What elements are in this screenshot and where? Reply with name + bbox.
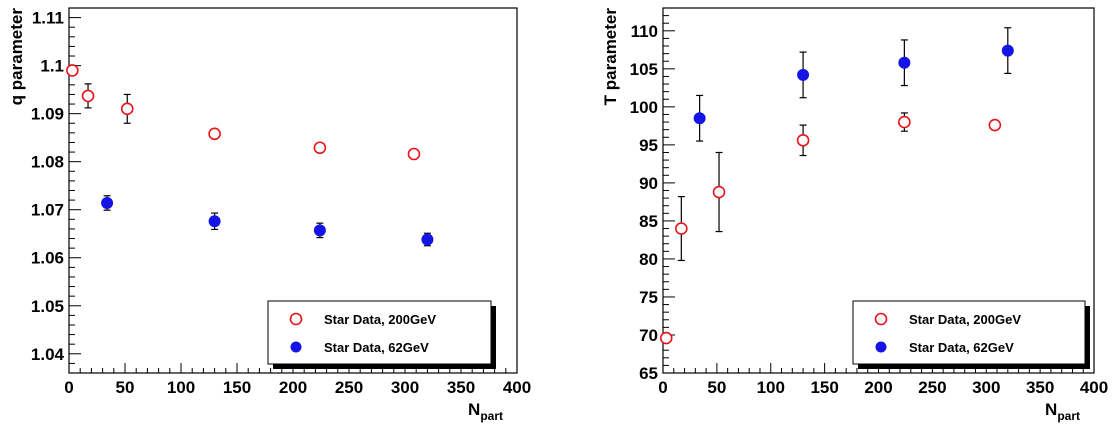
x-tick-label: 150 <box>810 378 838 397</box>
legend-marker <box>875 341 887 353</box>
x-tick-label: 150 <box>223 378 251 397</box>
data-point <box>675 222 688 235</box>
y-axis-label: q parameter <box>7 8 26 106</box>
y-tick-label: 1.05 <box>31 297 64 316</box>
x-tick-label: 300 <box>391 378 419 397</box>
y-tick-label: 70 <box>639 326 658 345</box>
series-1 <box>66 64 421 161</box>
x-tick-label: 350 <box>447 378 475 397</box>
y-tick-label: 80 <box>639 250 658 269</box>
y-tick-label: 75 <box>639 288 658 307</box>
y-tick-label: 1.07 <box>31 201 64 220</box>
x-tick-label: 50 <box>707 378 726 397</box>
series-2 <box>693 27 1014 142</box>
x-tick-label: 300 <box>972 378 1000 397</box>
y-tick-label: 1.08 <box>31 153 64 172</box>
series-2 <box>101 195 434 247</box>
y-tick-label: 65 <box>639 364 658 383</box>
y-tick-label: 1.1 <box>40 57 64 76</box>
y-tick-label: 105 <box>630 60 658 79</box>
data-point <box>407 147 421 161</box>
x-tick-label: 200 <box>279 378 307 397</box>
x-tick-label: 50 <box>116 378 135 397</box>
legend-box <box>852 300 1086 365</box>
legend-marker <box>290 341 302 353</box>
x-axis-label: Npart <box>1045 400 1080 423</box>
y-tick-label: 1.11 <box>32 9 64 28</box>
legend-label: Star Data, 62GeV <box>324 340 429 355</box>
data-point <box>797 68 810 81</box>
data-point <box>81 89 95 103</box>
y-tick-label: 100 <box>630 98 658 117</box>
data-point <box>313 224 326 237</box>
legend-marker <box>289 312 303 326</box>
legend: Star Data, 200GeV Star Data, 62GeV <box>852 300 1090 369</box>
data-point <box>421 233 434 246</box>
x-tick-label: 200 <box>864 378 892 397</box>
chart-panel-2: 0 50 100 150 200 250 300 350 400 65 70 75 80 85 90 95 10… <box>601 7 1108 423</box>
data-point <box>313 141 327 155</box>
legend-label: Star Data, 200GeV <box>324 312 436 327</box>
y-tick-label: 1.09 <box>31 105 64 124</box>
legend-box <box>267 300 492 365</box>
data-point <box>659 331 673 345</box>
x-tick-label: 400 <box>503 378 531 397</box>
data-point <box>693 112 706 125</box>
data-point <box>898 115 911 129</box>
y-tick-label: 1.06 <box>31 249 64 268</box>
x-tick-label: 250 <box>918 378 946 397</box>
data-point <box>898 56 911 69</box>
x-tick-label: 0 <box>658 378 667 397</box>
x-tick-label: 0 <box>64 378 73 397</box>
x-axis-label: Npart <box>468 400 503 423</box>
data-point <box>796 134 810 147</box>
legend-label: Star Data, 200GeV <box>909 312 1021 327</box>
x-tick-label: 250 <box>335 378 363 397</box>
series-1 <box>659 112 1002 345</box>
data-point <box>66 64 79 77</box>
x-tick-label: 100 <box>757 378 785 397</box>
chart-panel-1: 0 50 100 150 200 250 300 350 400 1.04 1.05 1.06 1.07… <box>7 7 531 423</box>
data-point <box>208 127 221 141</box>
y-tick-label: 95 <box>639 136 658 155</box>
data-point <box>712 185 726 199</box>
x-tick-label: 100 <box>167 378 195 397</box>
data-point <box>208 215 221 228</box>
legend-marker <box>874 312 888 326</box>
data-point <box>1001 44 1014 57</box>
y-tick-label: 1.04 <box>31 345 65 364</box>
legend-label: Star Data, 62GeV <box>909 340 1014 355</box>
y-tick-label: 85 <box>639 212 658 231</box>
data-point <box>120 102 134 116</box>
data-point <box>988 118 1002 132</box>
data-point <box>101 196 114 209</box>
x-tick-label: 400 <box>1080 378 1108 397</box>
y-tick-label: 90 <box>639 174 658 193</box>
y-tick-label: 110 <box>631 22 658 41</box>
x-tick-label: 350 <box>1026 378 1054 397</box>
y-axis-label: T parameter <box>601 8 620 106</box>
legend: Star Data, 200GeV Star Data, 62GeV <box>267 300 496 369</box>
